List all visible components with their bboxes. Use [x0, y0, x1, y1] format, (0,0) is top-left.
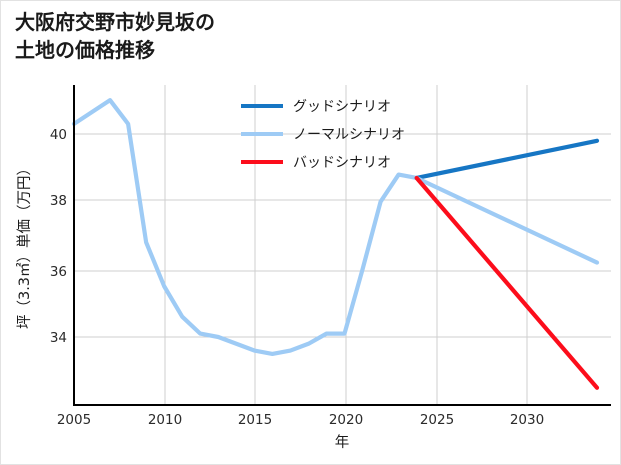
chart-legend: グッドシナリオ ノーマルシナリオ バッドシナリオ — [241, 99, 405, 171]
legend-item-good[interactable]: グッドシナリオ — [241, 99, 391, 115]
x-tick-label: 2020 — [329, 412, 363, 428]
y-axis-title: 坪（3.3㎡）単価（万円） — [16, 161, 33, 329]
x-tick-label: 2030 — [510, 412, 544, 428]
chart-title: 大阪府交野市妙見坂の 土地の価格推移 — [15, 10, 215, 62]
series-path-historical — [71, 98, 419, 357]
legend-label-normal: ノーマルシナリオ — [293, 127, 405, 143]
x-axis-title: 年 — [335, 434, 350, 451]
y-tick-labels: 34 36 38 40 — [50, 127, 67, 346]
legend-label-bad: バッドシナリオ — [293, 155, 391, 171]
legend-item-normal[interactable]: ノーマルシナリオ — [241, 127, 405, 143]
series-path-bad-scenario — [414, 175, 600, 390]
legend-label-good: グッドシナリオ — [293, 99, 391, 115]
x-tick-labels: 2005 2010 2015 2020 2025 2030 — [57, 412, 544, 428]
x-tick-label: 2025 — [420, 412, 454, 428]
x-tick-label: 2010 — [148, 412, 182, 428]
y-tick-label: 34 — [50, 330, 67, 346]
x-tick-label: 2005 — [57, 412, 91, 428]
y-gridlines — [74, 133, 611, 338]
y-tick-label: 36 — [50, 264, 67, 280]
x-tick-label: 2015 — [238, 412, 272, 428]
series-path-good-scenario — [414, 138, 600, 181]
y-tick-label: 40 — [50, 127, 67, 143]
axis-spines — [72, 85, 611, 407]
y-tick-label: 38 — [50, 193, 67, 209]
series-path-normal-scenario — [414, 175, 600, 265]
legend-item-bad[interactable]: バッドシナリオ — [241, 155, 391, 171]
series-group — [71, 98, 600, 390]
